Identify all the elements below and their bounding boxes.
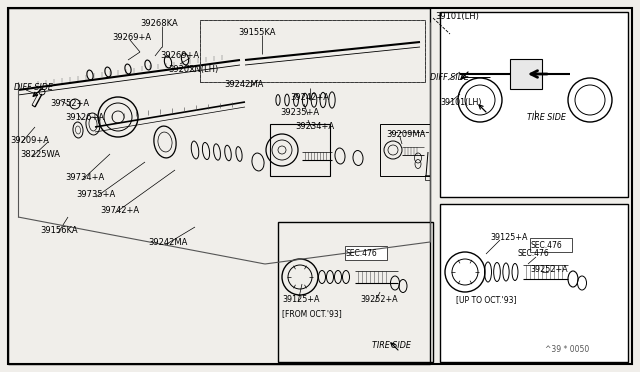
Text: SEC.476: SEC.476 [518,250,550,259]
Text: SEC.476: SEC.476 [531,241,563,250]
Text: 39156KA: 39156KA [40,225,77,234]
Text: 39125+A: 39125+A [282,295,319,304]
Text: 39234+A: 39234+A [295,122,334,131]
Text: 39101(LH): 39101(LH) [435,12,479,20]
Text: 39242+A: 39242+A [290,93,329,102]
Text: TIRE SIDE: TIRE SIDE [527,112,566,122]
Text: 39268KA: 39268KA [140,19,178,28]
Bar [200,20,425,82]
Text: 39242MA: 39242MA [224,80,264,89]
Text: 39235+A: 39235+A [280,108,319,116]
Text: 39101(LH): 39101(LH) [440,97,481,106]
Text: [FROM OCT.'93]: [FROM OCT.'93] [282,310,342,318]
Text: 39269+A: 39269+A [160,51,199,60]
Bar [440,12,628,197]
Bar [530,238,572,252]
Bar [345,246,387,260]
Text: 39209+A: 39209+A [10,135,49,144]
Text: DIFF SIDE: DIFF SIDE [14,83,53,92]
Bar [278,222,433,362]
Text: 39734+A: 39734+A [65,173,104,182]
Bar [440,204,628,362]
Text: 39125+A: 39125+A [490,232,527,241]
Text: 39209MA: 39209MA [386,129,426,138]
Bar [510,59,542,89]
Text: 39269+A: 39269+A [112,32,151,42]
Text: 39242MA: 39242MA [148,237,188,247]
Bar [425,175,430,180]
Text: DIFF SIDE: DIFF SIDE [430,73,469,81]
Text: 39742+A: 39742+A [100,205,139,215]
Text: TIRE SIDE: TIRE SIDE [372,340,411,350]
Text: 39252+A: 39252+A [530,264,568,273]
Text: 39252+A: 39252+A [360,295,397,304]
Text: [UP TO OCT.'93]: [UP TO OCT.'93] [456,295,516,305]
Text: 39202N(LH): 39202N(LH) [168,64,218,74]
Bar [270,124,330,176]
Text: 39126+A: 39126+A [65,112,104,122]
Text: ^39 * 0050: ^39 * 0050 [545,346,589,355]
Bar [380,124,430,176]
Text: 39752+A: 39752+A [50,99,89,108]
Text: SEC.476: SEC.476 [346,248,378,257]
Text: 39155KA: 39155KA [238,28,275,36]
Bar [200,20,425,82]
Text: 38225WA: 38225WA [20,150,60,158]
Text: 39735+A: 39735+A [76,189,115,199]
Bar [8,8,430,364]
